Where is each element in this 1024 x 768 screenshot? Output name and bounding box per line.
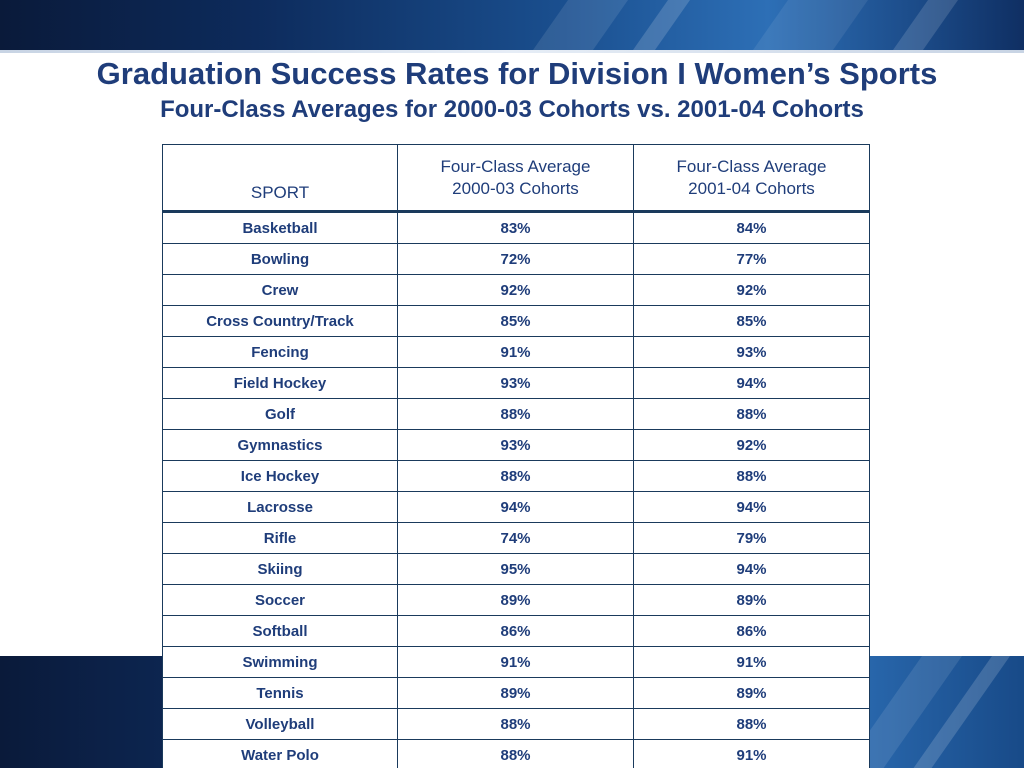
table-row: Fencing 91% 93% <box>162 336 870 368</box>
rate-2000-03-cell: 93% <box>397 429 634 461</box>
sport-cell: Field Hockey <box>162 367 398 399</box>
table-row: Water Polo 88% 91% <box>162 739 870 768</box>
sport-cell: Golf <box>162 398 398 430</box>
header-sport: SPORT <box>162 144 398 212</box>
table-row: Swimming 91% 91% <box>162 646 870 678</box>
table-row: Bowling 72% 77% <box>162 243 870 275</box>
rate-2001-04-cell: 94% <box>633 491 870 523</box>
table-row: Soccer 89% 89% <box>162 584 870 616</box>
table-row: Basketball 83% 84% <box>162 211 870 244</box>
header-sport-label: SPORT <box>250 183 310 202</box>
top-decorative-band <box>0 0 1024 53</box>
rate-2000-03-cell: 88% <box>397 708 634 740</box>
rate-2001-04-cell: 86% <box>633 615 870 647</box>
rate-2001-04-cell: 94% <box>633 367 870 399</box>
table-row: Volleyball 88% 88% <box>162 708 870 740</box>
rate-2000-03-cell: 74% <box>397 522 634 554</box>
rate-2001-04-cell: 89% <box>633 584 870 616</box>
header-2001-04-line1: Four-Class Average <box>676 156 827 176</box>
header-2001-04: Four-Class Average 2001-04 Cohorts <box>633 144 870 212</box>
rate-2000-03-cell: 91% <box>397 646 634 678</box>
rate-2001-04-cell: 92% <box>633 429 870 461</box>
table-row: Softball 86% 86% <box>162 615 870 647</box>
rate-2001-04-cell: 89% <box>633 677 870 709</box>
rate-2001-04-cell: 85% <box>633 305 870 337</box>
rate-2000-03-cell: 88% <box>397 739 634 768</box>
rate-2000-03-cell: 93% <box>397 367 634 399</box>
rate-2001-04-cell: 88% <box>633 398 870 430</box>
rate-2000-03-cell: 94% <box>397 491 634 523</box>
table-row: Golf 88% 88% <box>162 398 870 430</box>
table-row: Field Hockey 93% 94% <box>162 367 870 399</box>
sport-cell: Swimming <box>162 646 398 678</box>
sport-cell: Ice Hockey <box>162 460 398 492</box>
sport-cell: Crew <box>162 274 398 306</box>
sport-cell: Gymnastics <box>162 429 398 461</box>
rate-2001-04-cell: 92% <box>633 274 870 306</box>
sport-cell: Water Polo <box>162 739 398 768</box>
sport-cell: Fencing <box>162 336 398 368</box>
sport-cell: Volleyball <box>162 708 398 740</box>
table-row: Lacrosse 94% 94% <box>162 491 870 523</box>
table-row: Skiing 95% 94% <box>162 553 870 585</box>
rate-2001-04-cell: 91% <box>633 646 870 678</box>
rate-2000-03-cell: 88% <box>397 460 634 492</box>
table-header-row: SPORT Four-Class Average 2000-03 Cohorts… <box>162 144 870 212</box>
rate-2000-03-cell: 95% <box>397 553 634 585</box>
rate-2000-03-cell: 89% <box>397 584 634 616</box>
header-2001-04-line2: 2001-04 Cohorts <box>688 178 815 198</box>
sport-cell: Basketball <box>162 211 398 244</box>
rate-2000-03-cell: 85% <box>397 305 634 337</box>
rate-2001-04-cell: 91% <box>633 739 870 768</box>
sport-cell: Soccer <box>162 584 398 616</box>
rate-2000-03-cell: 88% <box>397 398 634 430</box>
table-row: Tennis 89% 89% <box>162 677 870 709</box>
slide-title: Graduation Success Rates for Division I … <box>96 56 938 91</box>
header-2000-03-line2: 2000-03 Cohorts <box>452 178 579 198</box>
sport-cell: Skiing <box>162 553 398 585</box>
rate-2000-03-cell: 86% <box>397 615 634 647</box>
rate-2001-04-cell: 88% <box>633 460 870 492</box>
rate-2000-03-cell: 83% <box>397 211 634 244</box>
sport-cell: Lacrosse <box>162 491 398 523</box>
table-row: Cross Country/Track 85% 85% <box>162 305 870 337</box>
rate-2000-03-cell: 91% <box>397 336 634 368</box>
header-2000-03-line1: Four-Class Average <box>440 156 591 176</box>
sport-cell: Rifle <box>162 522 398 554</box>
rate-2001-04-cell: 84% <box>633 211 870 244</box>
rate-2000-03-cell: 92% <box>397 274 634 306</box>
rate-2001-04-cell: 79% <box>633 522 870 554</box>
rate-2001-04-cell: 93% <box>633 336 870 368</box>
rate-2001-04-cell: 88% <box>633 708 870 740</box>
table-row: Ice Hockey 88% 88% <box>162 460 870 492</box>
rate-2000-03-cell: 89% <box>397 677 634 709</box>
table-row: Rifle 74% 79% <box>162 522 870 554</box>
graduation-rates-table: SPORT Four-Class Average 2000-03 Cohorts… <box>162 144 870 768</box>
rate-2001-04-cell: 94% <box>633 553 870 585</box>
table-row: Gymnastics 93% 92% <box>162 429 870 461</box>
table-row: Crew 92% 92% <box>162 274 870 306</box>
sport-cell: Bowling <box>162 243 398 275</box>
rate-2000-03-cell: 72% <box>397 243 634 275</box>
sport-cell: Cross Country/Track <box>162 305 398 337</box>
sport-cell: Tennis <box>162 677 398 709</box>
slide-subtitle: Four-Class Averages for 2000-03 Cohorts … <box>160 96 864 123</box>
sport-cell: Softball <box>162 615 398 647</box>
header-2000-03: Four-Class Average 2000-03 Cohorts <box>397 144 634 212</box>
rate-2001-04-cell: 77% <box>633 243 870 275</box>
